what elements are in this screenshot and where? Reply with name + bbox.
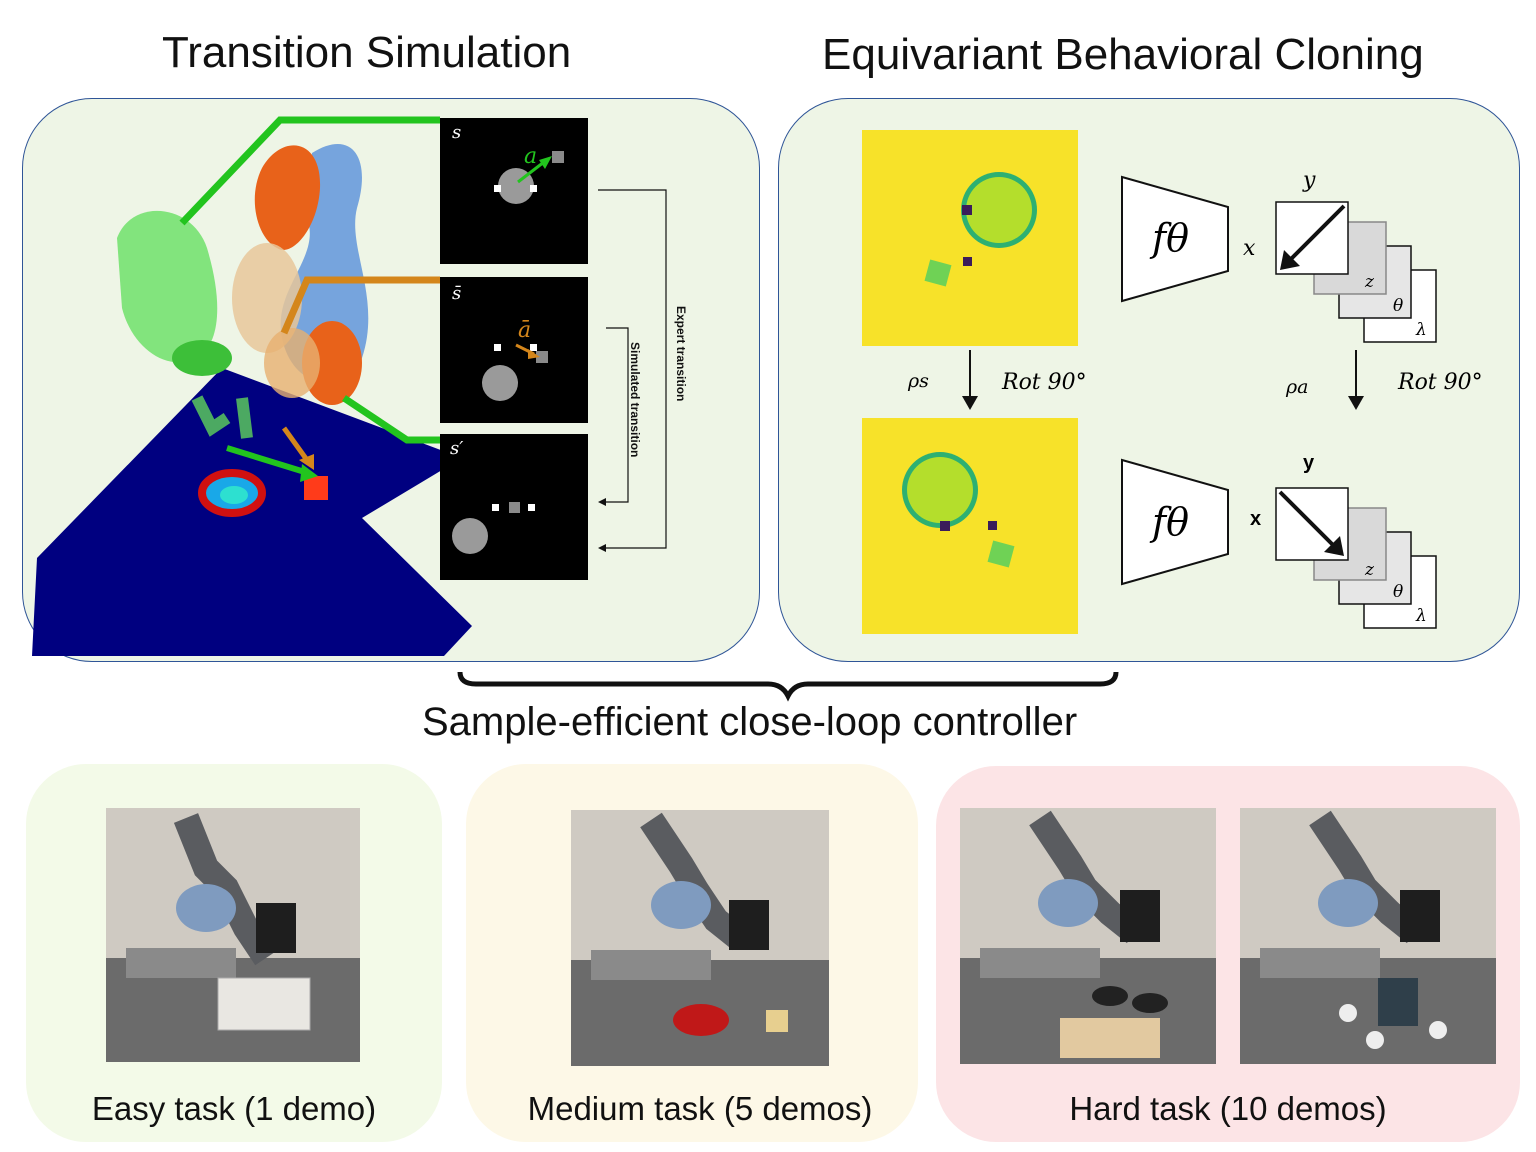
green-robot-arm	[117, 210, 218, 363]
action-maps-bottom	[1275, 487, 1437, 629]
easy-task-photo	[106, 808, 360, 1062]
easy-task-label: Easy task (1 demo)	[91, 1090, 377, 1127]
y-label-top: y	[1303, 168, 1316, 193]
rho-a-arrow	[1348, 350, 1364, 410]
hard-task-photo-2	[1240, 808, 1496, 1064]
network-bottom-label: fθ	[1152, 500, 1189, 544]
state-label-s: s	[452, 122, 462, 143]
medium-task-photo	[571, 810, 829, 1066]
brace-caption: Sample-efficient close-loop controller	[422, 700, 1078, 744]
green-connector-top	[179, 116, 440, 226]
rot-a-label: Rot 90°	[1398, 370, 1483, 395]
theta-label-top: θ	[1393, 296, 1404, 316]
state-map-top	[862, 130, 1078, 346]
z-label-top: z	[1365, 272, 1374, 292]
action-label-a-bar: ā	[518, 318, 532, 343]
x-label-bottom: x	[1250, 508, 1262, 530]
title-transition-simulation: Transition Simulation	[162, 28, 572, 77]
state-label-s-bar: s̄	[452, 283, 462, 304]
hard-task-photo-1	[960, 808, 1216, 1064]
state-image-s-bar	[440, 277, 588, 423]
y-label-bottom: y	[1303, 452, 1315, 474]
simulated-transition-label: Simulated transition	[628, 342, 642, 458]
transition-brackets	[598, 189, 667, 552]
lambda-label-top: λ	[1416, 320, 1427, 340]
network-top-shape	[1121, 175, 1229, 303]
action-label-a: a	[524, 144, 538, 169]
z-label-bottom: z	[1365, 560, 1374, 580]
state-map-bottom	[862, 418, 1078, 634]
orange-robot-arm	[254, 145, 321, 250]
network-top-label: fθ	[1152, 216, 1189, 260]
theta-label-bottom: θ	[1393, 582, 1404, 602]
medium-task-label: Medium task (5 demos)	[527, 1090, 873, 1127]
state-image-s	[440, 118, 588, 264]
network-bottom-shape	[1121, 458, 1229, 586]
state-label-s-prime: s′	[450, 438, 464, 459]
robot-scene	[32, 116, 472, 656]
title-equivariant-bc: Equivariant Behavioral Cloning	[822, 30, 1424, 79]
action-maps-top	[1275, 201, 1437, 343]
rot-s-label: Rot 90°	[1002, 370, 1087, 395]
curly-brace	[457, 671, 1119, 702]
x-label-top: x	[1243, 236, 1256, 261]
blue-robot-arm	[280, 144, 369, 383]
lambda-label-bottom: λ	[1416, 606, 1427, 626]
rho-s-label: ρs	[908, 370, 929, 392]
rho-s-arrow	[962, 350, 978, 410]
green-connector-bottom	[342, 395, 440, 444]
rho-a-label: ρa	[1286, 376, 1309, 398]
state-image-s-prime	[440, 434, 588, 580]
hard-task-label: Hard task (10 demos)	[1069, 1090, 1387, 1127]
orange-connector	[280, 276, 440, 335]
expert-transition-label: Expert transition	[674, 306, 688, 402]
cube	[304, 476, 328, 500]
